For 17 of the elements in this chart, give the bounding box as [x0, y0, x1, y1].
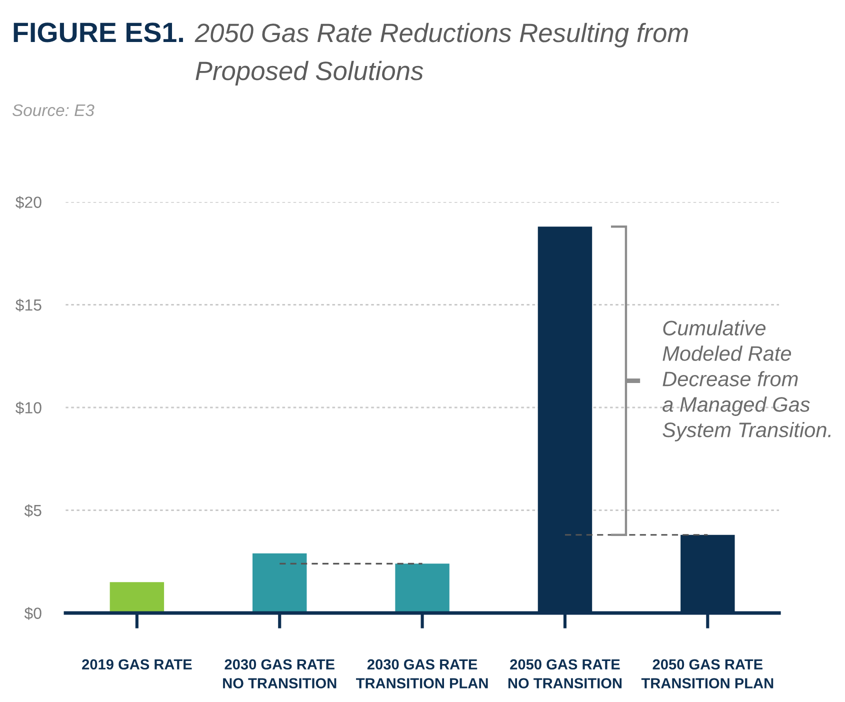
x-tick-label: 2030 GAS RATE TRANSITION PLAN — [356, 659, 488, 688]
source-note: Source: E3 — [12, 104, 94, 116]
y-tick-label: $0 — [24, 606, 42, 620]
x-tick-label: 2019 GAS RATE — [82, 659, 192, 670]
chart-subtitle: 2050 Gas Rate Reductions Resulting from Proposed Solutions — [194, 22, 688, 86]
bar — [110, 582, 164, 613]
y-tick-label: $20 — [16, 196, 42, 209]
y-tick-label: $5 — [24, 504, 42, 518]
y-tick-label: $10 — [16, 401, 42, 414]
bar — [252, 553, 307, 613]
x-tick-label: 2050 GAS RATE TRANSITION PLAN — [641, 659, 774, 688]
y-tick-label: $15 — [16, 298, 42, 312]
annotation: Cumulative Modeled Rate Decrease from a Managed Gas System Transition. — [662, 320, 830, 442]
x-tick-label: 2050 GAS RATE NO TRANSITION — [508, 659, 622, 688]
bar — [395, 564, 450, 613]
chart-title: FIGURE ES1. — [14, 22, 183, 42]
x-tick-label: 2030 GAS RATE NO TRANSITION — [223, 659, 336, 688]
